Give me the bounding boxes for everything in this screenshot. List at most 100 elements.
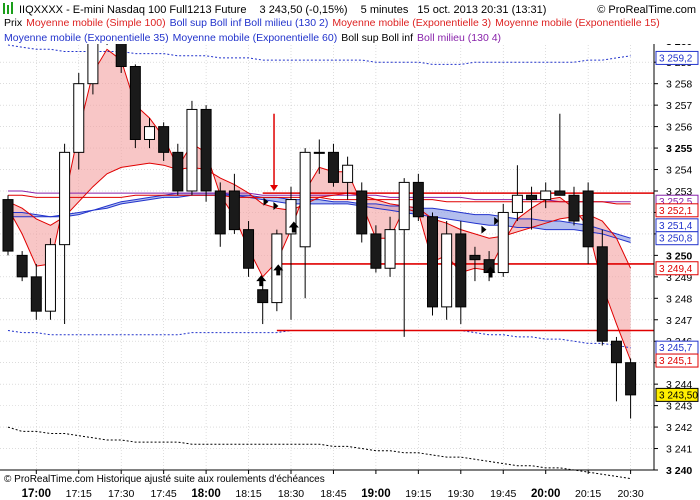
candle-body: [441, 233, 453, 308]
candle: [158, 122, 170, 161]
right-arrow-icon: [273, 202, 279, 211]
legend-row-2: Moyenne mobile (Exponentielle 35) Moyenne…: [4, 32, 501, 44]
candle: [327, 143, 339, 187]
ema35-line: [8, 192, 631, 243]
time-axis: 17:00 17:15 17:30 17:45 18:00 18:15 18:30 18:45…: [0, 469, 654, 500]
price-label-box: [655, 387, 699, 402]
candle: [257, 285, 269, 325]
y-tick-label: 3 248: [666, 293, 692, 305]
down-arrow-icon: [270, 184, 279, 191]
ema60-line: [8, 194, 631, 239]
candle: [526, 186, 538, 230]
header-brand: © ProRealTime.com: [597, 4, 696, 16]
candle: [299, 148, 311, 299]
candle: [59, 143, 71, 325]
x-tick-label: 20:00: [531, 488, 560, 500]
candle: [610, 336, 622, 402]
price-label-box: [655, 261, 699, 276]
candle: [511, 165, 523, 222]
candle-body: [129, 66, 141, 140]
legend-item: Boll sup Boll inf: [341, 32, 413, 44]
price-label: 3 250,8: [655, 231, 699, 246]
svg-text:IIQXXXX - E-mini Nasdaq 100 Fu: IIQXXXX - E-mini Nasdaq 100 Full1213 Fut…: [19, 4, 546, 16]
candle: [214, 182, 226, 247]
header-price: 3 243,50 (-0,15%): [260, 4, 348, 16]
boll-lower-4-line: [7, 426, 631, 480]
legend-item: Moyenne mobile (Exponentielle 35): [4, 32, 169, 44]
price-label-text: 3 249,4: [659, 264, 693, 275]
legend-item: Boll milieu (130 4): [417, 32, 501, 44]
candle: [313, 139, 325, 174]
candle-body: [568, 194, 580, 222]
boll-upper-line: [7, 44, 631, 65]
price-label: 3 252,1: [655, 203, 699, 218]
candle: [625, 358, 637, 419]
price-label-text: 3 252,1: [659, 206, 693, 217]
x-tick-label: 17:15: [66, 488, 92, 500]
candle-body: [158, 126, 170, 153]
price-label-text: 3 252,5: [659, 197, 693, 208]
price-label-text: 3 245,1: [659, 356, 693, 367]
price-label-box: [655, 353, 699, 368]
candle-body: [554, 190, 566, 196]
candle-body: [299, 151, 311, 248]
candle-body: [511, 194, 523, 213]
candle-body: [398, 181, 410, 231]
x-tick-label: 19:15: [405, 488, 431, 500]
price-labels: 3 259,2 3 252,53 252,1 3 251,4 3 250,8 3 249…: [655, 50, 699, 402]
price-label: 3 249,4: [655, 261, 699, 276]
candlestick-series: [2, 15, 637, 419]
price-label: 3 245,7: [655, 340, 699, 355]
y-tick-label: 3 240: [666, 465, 692, 477]
candle: [356, 182, 368, 243]
header-background: [0, 0, 700, 44]
y-tick-label: 3 258: [666, 79, 692, 91]
candle-body: [384, 229, 396, 269]
candle-body: [327, 151, 339, 183]
y-tick-label: 3 241: [666, 444, 692, 456]
candle: [540, 182, 552, 209]
x-tick-label: 18:15: [235, 488, 261, 500]
right-arrow-icon: [263, 197, 269, 206]
candle-body: [469, 254, 481, 261]
price-label: 3 251,4: [655, 218, 699, 233]
candle-body: [526, 194, 538, 201]
legend-row-1: Prix Moyenne mobile (Simple 100) Boll sup …: [4, 17, 660, 29]
candle: [568, 186, 580, 226]
header-interval: 5 minutes: [361, 4, 409, 16]
legend-item: Prix: [4, 17, 23, 29]
candle-body: [610, 340, 622, 364]
candle-body: [44, 244, 56, 312]
ema15-line: [7, 162, 632, 269]
footer-note: © ProRealTime.com Historique ajusté suit…: [4, 474, 325, 485]
candle: [144, 118, 155, 149]
candle-body: [412, 181, 424, 218]
candle: [172, 143, 184, 196]
legend-item: Moyenne mobile (Exponentielle 15): [495, 17, 660, 29]
header-symbol: IIQXXXX - E-mini Nasdaq 100 Full1213 Fut…: [19, 4, 246, 16]
price-label-text: 3 251,4: [659, 221, 693, 232]
legend-item: Boll sup Boll inf Boll milieu (130 2): [170, 17, 329, 29]
x-tick-label: 19:30: [448, 488, 474, 500]
candle: [596, 229, 608, 346]
candle-body: [497, 211, 509, 274]
candle: [30, 263, 42, 320]
price-label-text: 3 250,8: [659, 234, 693, 245]
candle-body: [59, 151, 71, 246]
price-label-text: 3 259,2: [659, 53, 693, 64]
candle-body: [370, 233, 382, 269]
price-label: 3 243,50: [655, 387, 699, 402]
candle: [44, 238, 56, 320]
up-arrow-icon: [256, 275, 267, 287]
candle-body: [257, 289, 269, 304]
candle-body: [73, 83, 85, 153]
x-tick-label: 17:00: [22, 488, 51, 500]
candle: [412, 173, 424, 222]
candle: [186, 100, 198, 196]
candle: [370, 225, 382, 273]
y-tick-label: 3 247: [666, 315, 692, 327]
candle-body: [30, 276, 42, 312]
candle: [200, 105, 212, 202]
